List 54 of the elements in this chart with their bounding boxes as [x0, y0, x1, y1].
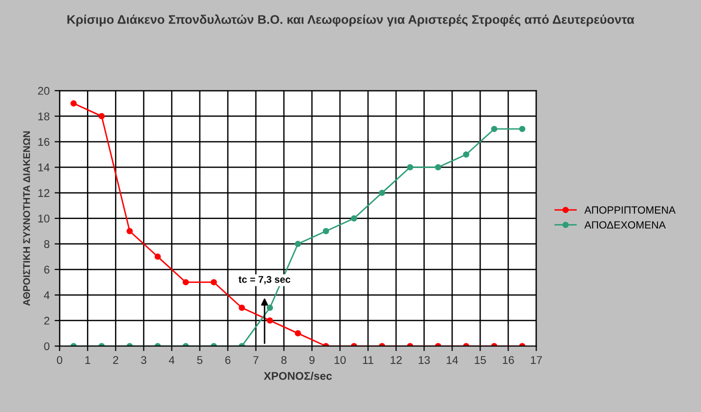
point — [350, 215, 358, 222]
point — [322, 228, 330, 234]
x-tick-label: 17 — [530, 356, 542, 364]
x-tick-label: 3 — [141, 356, 146, 364]
chart-title: Κρίσιμο Διάκενο Σπονδυλωτών Β.Ο. και Λεωφορείων για Αριστερές Στροφές από Δευτερεύοντα — [67, 14, 634, 26]
point — [519, 126, 526, 132]
x-tick-label: 10 — [334, 356, 346, 364]
y-tick-label: 6 — [44, 266, 50, 274]
x-tick-label: 2 — [113, 356, 118, 364]
point — [126, 228, 133, 234]
y-tick-label: 20 — [38, 86, 50, 95]
point — [406, 164, 414, 170]
point — [238, 304, 245, 311]
point — [182, 279, 189, 286]
x-tick-label: 13 — [418, 356, 430, 364]
x-tick-label: 6 — [225, 356, 230, 364]
legend-label: ΑΠΟΔΕΧΟΜΕΝΑ — [584, 221, 666, 229]
y-tick-label: 14 — [38, 164, 50, 172]
y-tick-label: 2 — [44, 316, 50, 325]
point — [463, 151, 470, 158]
point — [70, 100, 77, 107]
x-tick-label: 16 — [502, 356, 514, 364]
y-tick-label: 16 — [38, 138, 50, 146]
x-tick-label: 5 — [197, 356, 202, 364]
x-tick-label: 8 — [281, 356, 287, 364]
y-tick-label: 10 — [38, 214, 50, 222]
annotation: tc = 7,3 sec — [238, 276, 290, 284]
y-tick-label: 0 — [44, 342, 50, 350]
x-tick-label: 0 — [56, 356, 62, 364]
legend-label: ΑΠΟΡΡΙΠΤΟΜΕΝΑ — [584, 206, 676, 214]
point — [154, 254, 161, 260]
y-axis-title: ΑΘΡΟΙΣΤΙΚΗ ΣΥΧΝΟΤΗΤΑ ΔΙΑΚΕΝΩΝ — [23, 131, 30, 306]
x-tick-label: 7 — [253, 356, 258, 364]
point — [98, 113, 105, 120]
point — [294, 330, 302, 336]
point — [210, 279, 217, 286]
x-tick-label: 4 — [168, 356, 175, 364]
point — [266, 304, 274, 311]
x-tick-label: 14 — [446, 356, 458, 364]
x-tick-label: 12 — [390, 356, 402, 364]
y-tick-label: 18 — [38, 112, 50, 120]
x-tick-label: 11 — [363, 356, 374, 364]
y-tick-label: 8 — [44, 240, 50, 248]
y-tick-label: 4 — [44, 291, 50, 300]
x-tick-label: 9 — [309, 356, 315, 364]
y-tick-label: 12 — [38, 189, 50, 197]
point — [266, 317, 274, 324]
x-axis-title: ΧΡΟΝΟΣ/sec — [264, 372, 332, 380]
x-tick-label: 1 — [85, 356, 90, 364]
point — [378, 190, 386, 196]
x-tick-label: 15 — [474, 356, 486, 364]
point — [491, 126, 498, 132]
point — [294, 240, 302, 248]
point — [435, 164, 442, 170]
